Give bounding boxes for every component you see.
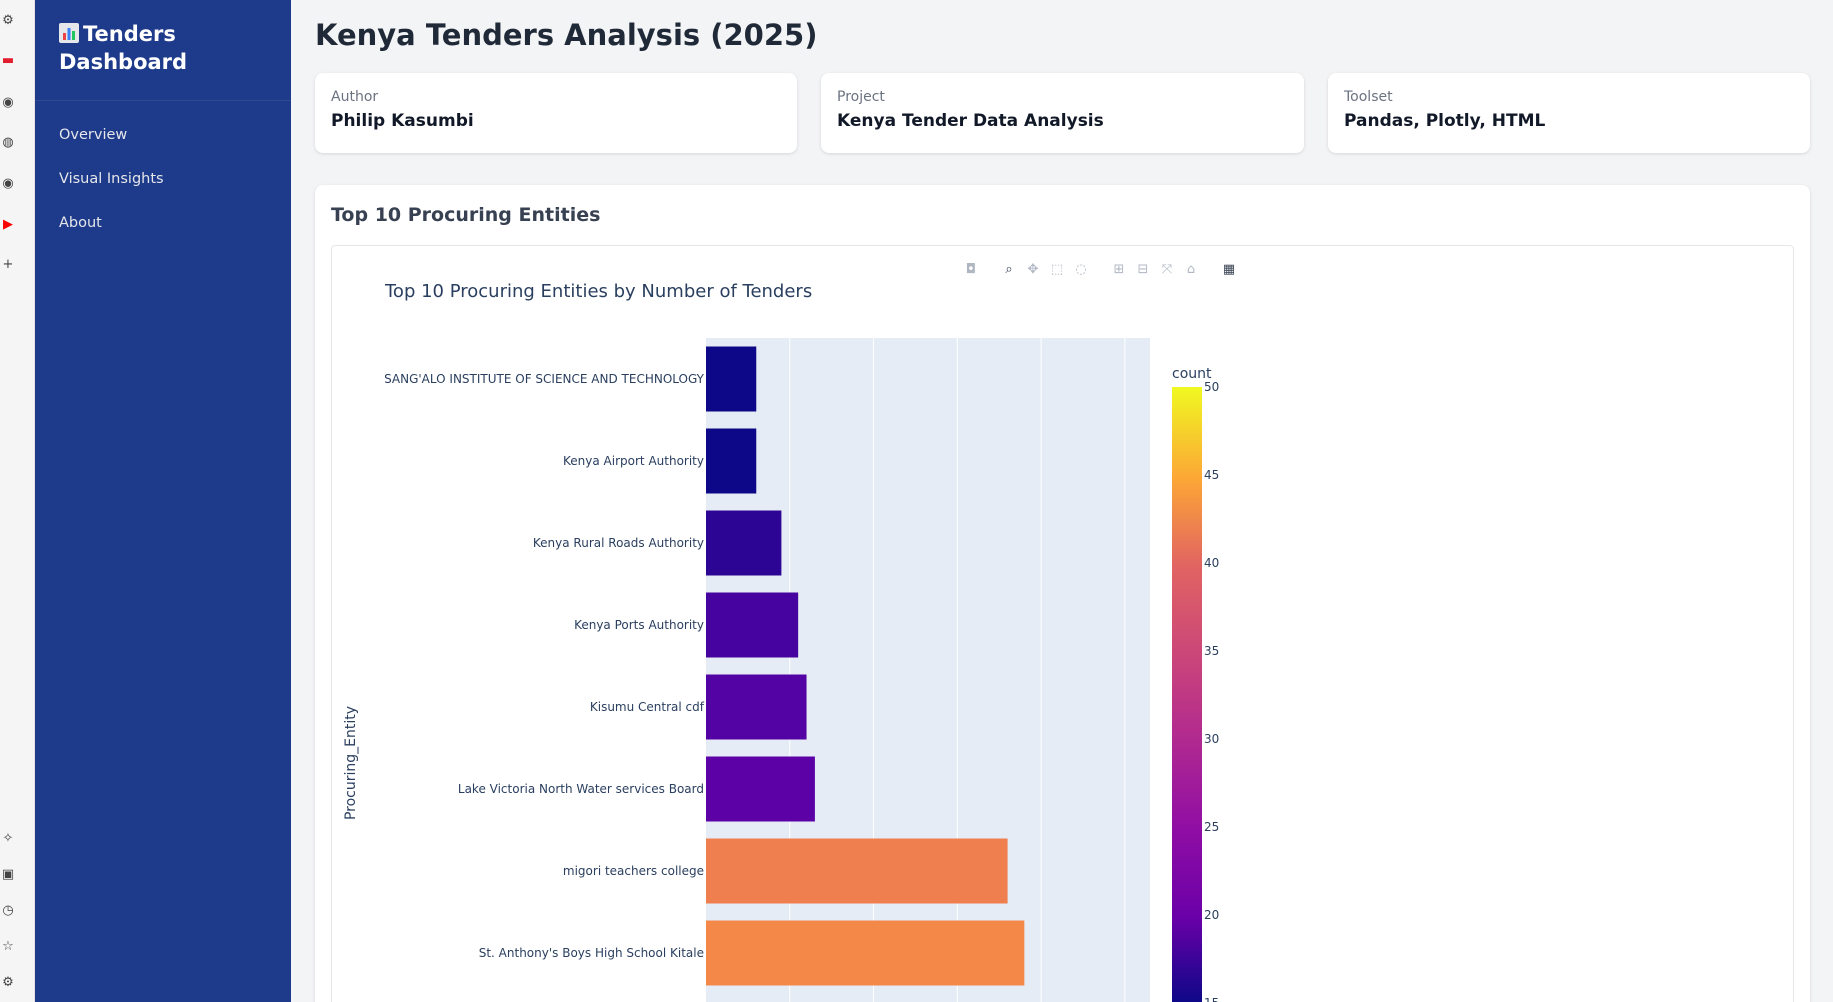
- bar-chart-icon: [59, 23, 79, 43]
- colorbar-tick-label: 20: [1204, 908, 1219, 922]
- bar: [706, 756, 815, 822]
- zoom-icon[interactable]: ⌕: [1005, 261, 1013, 277]
- card-value: Pandas, Plotly, HTML: [1344, 111, 1546, 131]
- sidebar-item-about[interactable]: About: [59, 215, 102, 231]
- plot-modebar: ◘ ⌕ ✥ ⬚ ◌ ⊞ ⊟ ⤧ ⌂ ▦: [962, 260, 1238, 278]
- reset-axes-icon[interactable]: ⌂: [1186, 261, 1196, 277]
- page-title: Kenya Tenders Analysis (2025): [315, 18, 818, 52]
- chart-title: Top 10 Procuring Entities by Number of T…: [384, 281, 812, 302]
- youtube-icon[interactable]: ▶: [3, 216, 13, 232]
- y-tick-label: Kenya Ports Authority: [574, 618, 704, 632]
- browser-side-strip: ⚙ ▬ ◉ ◍ ◉ ▶ + ✧ ▣ ◷ ☆ ⚙: [0, 0, 35, 1002]
- colorbar-tick-label: 30: [1204, 732, 1219, 746]
- y-tick-label: migori teachers college: [563, 864, 704, 878]
- colorbar-tick-label: 40: [1204, 556, 1219, 570]
- card-value: Kenya Tender Data Analysis: [837, 111, 1104, 131]
- toolset-card: Toolset Pandas, Plotly, HTML: [1328, 73, 1810, 153]
- bar: [706, 838, 1008, 904]
- divider: [35, 100, 291, 101]
- zoom-out-icon[interactable]: ⊟: [1137, 261, 1149, 277]
- save-icon[interactable]: ▣: [1, 866, 15, 882]
- settings-icon[interactable]: ⚙: [2, 974, 14, 990]
- colorbar-tick-label: 50: [1204, 380, 1219, 394]
- plotly-logo-icon[interactable]: ▦: [1222, 261, 1236, 277]
- bar: [706, 428, 757, 494]
- sidebar: Tenders Dashboard Overview Visual Insigh…: [35, 0, 291, 1002]
- y-tick-label: Kenya Rural Roads Authority: [533, 536, 704, 550]
- github-icon[interactable]: ◉: [2, 175, 14, 191]
- y-tick-label: St. Anthony's Boys High School Kitale: [479, 946, 704, 960]
- bar: [706, 510, 782, 576]
- top-entities-section: Top 10 Procuring Entities ◘ ⌕ ✥ ⬚ ◌ ⊞ ⊟ …: [315, 185, 1810, 1002]
- sparkle-icon[interactable]: ✧: [2, 830, 14, 846]
- sidebar-item-visual-insights[interactable]: Visual Insights: [59, 171, 164, 187]
- y-tick-label: SANG'ALO INSTITUTE OF SCIENCE AND TECHNO…: [384, 372, 705, 386]
- bar-chart: Top 10 Procuring Entities by Number of T…: [343, 281, 1219, 1002]
- autoscale-icon[interactable]: ⤧: [1161, 261, 1173, 277]
- bar: [706, 592, 799, 658]
- card-value: Philip Kasumbi: [331, 111, 474, 131]
- y-tick-label: Kenya Airport Authority: [563, 454, 704, 468]
- y-tick-label: Kisumu Central cdf: [590, 700, 705, 714]
- card-label: Author: [331, 89, 379, 105]
- zoom-in-icon[interactable]: ⊞: [1113, 261, 1125, 277]
- colorbar-tick-label: 45: [1204, 468, 1219, 482]
- openai-icon[interactable]: ⚙: [2, 12, 14, 28]
- github-icon[interactable]: ◉: [2, 94, 14, 110]
- globe-icon[interactable]: ◍: [2, 134, 14, 150]
- sidebar-item-overview[interactable]: Overview: [59, 127, 128, 143]
- colorbar-tick-label: 35: [1204, 644, 1219, 658]
- colorbar-gradient: [1172, 387, 1202, 1002]
- card-label: Toolset: [1344, 89, 1393, 105]
- card-label: Project: [837, 89, 885, 105]
- camera-icon[interactable]: ◘: [965, 261, 977, 277]
- plus-icon[interactable]: +: [2, 256, 14, 272]
- task-icon[interactable]: ▬: [1, 52, 15, 68]
- box-select-icon[interactable]: ⬚: [1050, 261, 1064, 277]
- pan-icon[interactable]: ✥: [1027, 261, 1039, 277]
- lasso-icon[interactable]: ◌: [1075, 261, 1087, 277]
- bar: [706, 920, 1025, 986]
- colorbar-tick-label: 25: [1204, 820, 1219, 834]
- brand: Tenders Dashboard: [59, 20, 269, 76]
- star-icon[interactable]: ☆: [2, 938, 14, 954]
- project-card: Project Kenya Tender Data Analysis: [821, 73, 1304, 153]
- author-card: Author Philip Kasumbi: [315, 73, 797, 153]
- bar: [706, 346, 757, 412]
- y-axis-label: Procuring_Entity: [343, 706, 359, 820]
- colorbar-tick-label: 15: [1204, 996, 1219, 1002]
- section-title: Top 10 Procuring Entities: [331, 204, 601, 226]
- colorbar-title: count: [1172, 366, 1212, 382]
- sidebar-nav: Overview Visual Insights About: [59, 123, 164, 255]
- y-tick-label: Lake Victoria North Water services Board: [458, 782, 704, 796]
- brand-title: Tenders Dashboard: [59, 22, 188, 74]
- plot-area: SANG'ALO INSTITUTE OF SCIENCE AND TECHNO…: [384, 338, 1150, 1002]
- plot-container: ◘ ⌕ ✥ ⬚ ◌ ⊞ ⊟ ⤧ ⌂ ▦: [331, 245, 1794, 1002]
- bar: [706, 674, 807, 740]
- history-icon[interactable]: ◷: [2, 902, 14, 918]
